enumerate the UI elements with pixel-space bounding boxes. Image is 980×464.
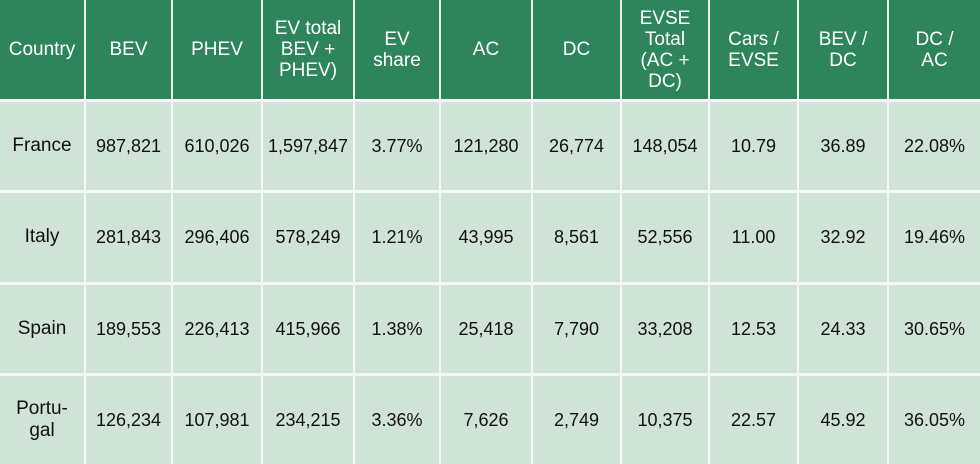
dc-cell: 26,774 <box>532 98 622 192</box>
header-ac: AC <box>440 0 533 101</box>
bev-per-dc-cell: 32.92 <box>798 190 889 283</box>
header-evse-total: EVSE Total (AC + DC) <box>621 0 710 101</box>
header-bev-per-dc: BEV / DC <box>798 0 889 101</box>
evse-total-cell: 52,556 <box>621 190 710 283</box>
evse-total-cell: 33,208 <box>621 281 710 375</box>
header-dc-per-ac: DC / AC <box>888 0 980 101</box>
table-row: Portu- gal 126,234 107,981 234,215 3.36%… <box>0 372 980 464</box>
header-ev-total: EV total BEV + PHEV) <box>262 0 355 101</box>
ac-cell: 7,626 <box>440 372 533 464</box>
dc-per-ac-cell: 36.05% <box>888 372 980 464</box>
dc-per-ac-cell: 30.65% <box>888 281 980 375</box>
ac-cell: 43,995 <box>440 190 533 283</box>
ev-total-cell: 234,215 <box>262 372 355 464</box>
header-ev-share: EV share <box>354 0 441 101</box>
dc-per-ac-cell: 19.46% <box>888 190 980 283</box>
country-cell: Portu- gal <box>0 372 86 464</box>
header-country: Country <box>0 0 86 101</box>
ev-share-cell: 3.77% <box>354 98 441 192</box>
phev-cell: 107,981 <box>172 372 263 464</box>
ev-total-cell: 1,597,847 <box>262 98 355 192</box>
bev-per-dc-cell: 36.89 <box>798 98 889 192</box>
table-row: France 987,821 610,026 1,597,847 3.77% 1… <box>0 98 980 192</box>
phev-cell: 610,026 <box>172 98 263 192</box>
bev-per-dc-cell: 45.92 <box>798 372 889 464</box>
country-cell: Spain <box>0 281 86 375</box>
dc-cell: 2,749 <box>532 372 622 464</box>
bev-cell: 189,553 <box>85 281 173 375</box>
cars-per-evse-cell: 11.00 <box>709 190 799 283</box>
header-row: Country BEV PHEV EV total BEV + PHEV) EV… <box>0 0 980 101</box>
phev-cell: 226,413 <box>172 281 263 375</box>
cars-per-evse-cell: 12.53 <box>709 281 799 375</box>
ev-share-cell: 1.21% <box>354 190 441 283</box>
header-bev: BEV <box>85 0 173 101</box>
ev-share-cell: 3.36% <box>354 372 441 464</box>
ev-total-cell: 415,966 <box>262 281 355 375</box>
country-cell: Italy <box>0 190 86 283</box>
header-phev: PHEV <box>172 0 263 101</box>
evse-total-cell: 148,054 <box>621 98 710 192</box>
bev-cell: 987,821 <box>85 98 173 192</box>
cars-per-evse-cell: 22.57 <box>709 372 799 464</box>
header-dc: DC <box>532 0 622 101</box>
ac-cell: 121,280 <box>440 98 533 192</box>
header-cars-per-evse: Cars / EVSE <box>709 0 799 101</box>
table-row: Spain 189,553 226,413 415,966 1.38% 25,4… <box>0 281 980 375</box>
ev-share-cell: 1.38% <box>354 281 441 375</box>
bev-per-dc-cell: 24.33 <box>798 281 889 375</box>
dc-cell: 8,561 <box>532 190 622 283</box>
cars-per-evse-cell: 10.79 <box>709 98 799 192</box>
bev-cell: 126,234 <box>85 372 173 464</box>
ac-cell: 25,418 <box>440 281 533 375</box>
dc-per-ac-cell: 22.08% <box>888 98 980 192</box>
table-row: Italy 281,843 296,406 578,249 1.21% 43,9… <box>0 190 980 283</box>
ev-total-cell: 578,249 <box>262 190 355 283</box>
country-cell: France <box>0 98 86 192</box>
phev-cell: 296,406 <box>172 190 263 283</box>
evse-total-cell: 10,375 <box>621 372 710 464</box>
bev-cell: 281,843 <box>85 190 173 283</box>
dc-cell: 7,790 <box>532 281 622 375</box>
